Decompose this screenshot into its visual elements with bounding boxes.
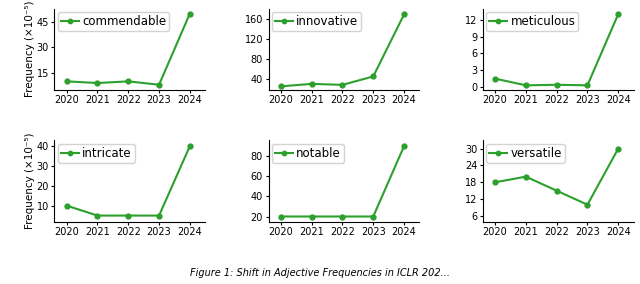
Legend: commendable: commendable (58, 12, 169, 31)
Legend: innovative: innovative (272, 12, 362, 31)
Y-axis label: Frequency (×10⁻⁵): Frequency (×10⁻⁵) (25, 1, 35, 97)
Y-axis label: Frequency (×10⁻⁵): Frequency (×10⁻⁵) (25, 133, 35, 229)
Legend: versatile: versatile (486, 144, 565, 163)
Legend: intricate: intricate (58, 144, 134, 163)
Legend: notable: notable (272, 144, 344, 163)
Text: Figure 1: Shift in Adjective Frequencies in ICLR 202...: Figure 1: Shift in Adjective Frequencies… (190, 268, 450, 278)
Legend: meticulous: meticulous (486, 12, 579, 31)
